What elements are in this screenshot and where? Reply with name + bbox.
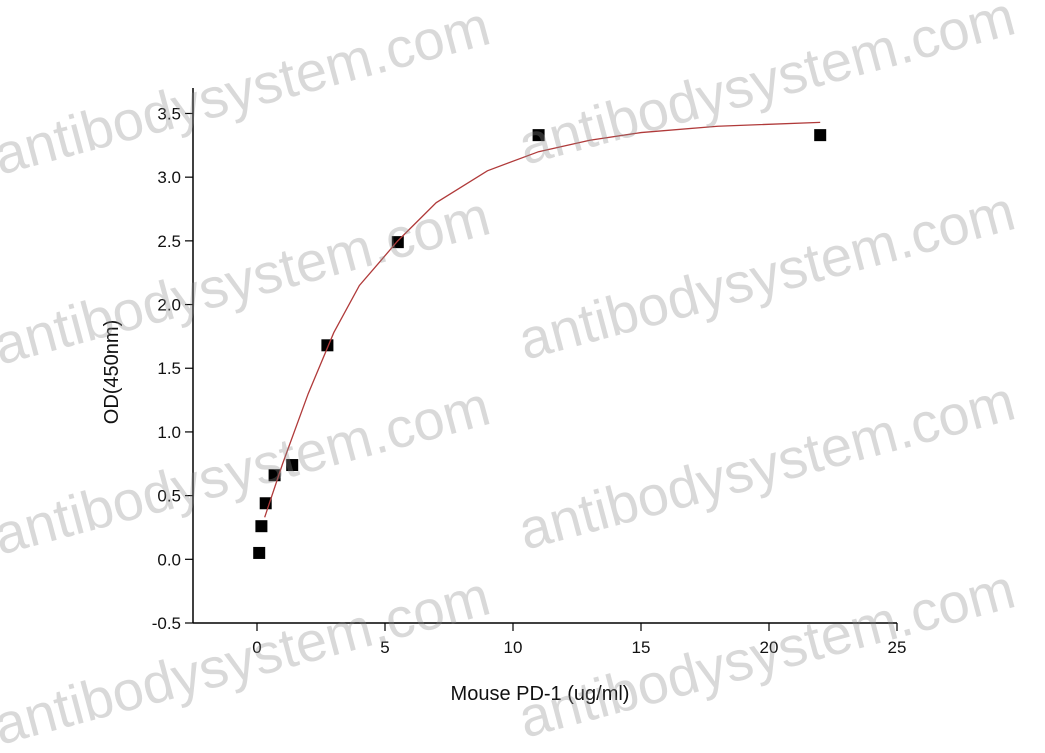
fit-curve	[264, 121, 821, 518]
x-axis-title: Mouse PD-1 (ug/ml)	[451, 683, 630, 705]
watermark: antibodysystem.com	[512, 557, 1021, 748]
watermark: antibodysystem.com	[0, 0, 496, 187]
x-tick-label: 10	[504, 638, 523, 657]
y-tick-label: 0.5	[157, 487, 181, 506]
watermark: antibodysystem.com	[512, 369, 1021, 562]
y-tick-label: 1.0	[157, 423, 181, 442]
y-tick-label: 2.0	[157, 296, 181, 315]
y-tick-label: 3.0	[157, 168, 181, 187]
data-point	[253, 546, 266, 559]
data-point	[814, 129, 827, 142]
x-tick-label: 25	[888, 638, 907, 657]
watermark: antibodysystem.com	[512, 0, 1021, 177]
x-tick-label: 5	[380, 638, 389, 657]
data-point	[532, 129, 545, 142]
y-tick-label: 2.5	[157, 232, 181, 251]
plot: -0.5 0.0 0.5 1.0 1.5 2.0 2.5 3.0 3.5 0 5 10 15 20 25	[152, 88, 907, 657]
y-tick-label: 0.0	[157, 550, 181, 569]
x-tick-label: 0	[252, 638, 261, 657]
watermark: antibodysystem.com	[512, 179, 1021, 372]
y-tick-label: 3.5	[157, 104, 181, 123]
y-axis-title: OD(450nm)	[101, 320, 123, 424]
watermark: antibodysystem.com	[0, 374, 496, 567]
watermark: antibodysystem.com	[0, 564, 496, 748]
x-tick-label: 20	[760, 638, 779, 657]
x-tick-label: 15	[632, 638, 651, 657]
y-tick-label: 1.5	[157, 359, 181, 378]
data-point	[286, 459, 299, 472]
watermark: antibodysystem.com	[0, 184, 496, 377]
y-tick-label: -0.5	[152, 614, 181, 633]
data-point	[255, 520, 268, 533]
watermarks: antibodysystem.com antibodysystem.comanti…	[0, 0, 1021, 753]
